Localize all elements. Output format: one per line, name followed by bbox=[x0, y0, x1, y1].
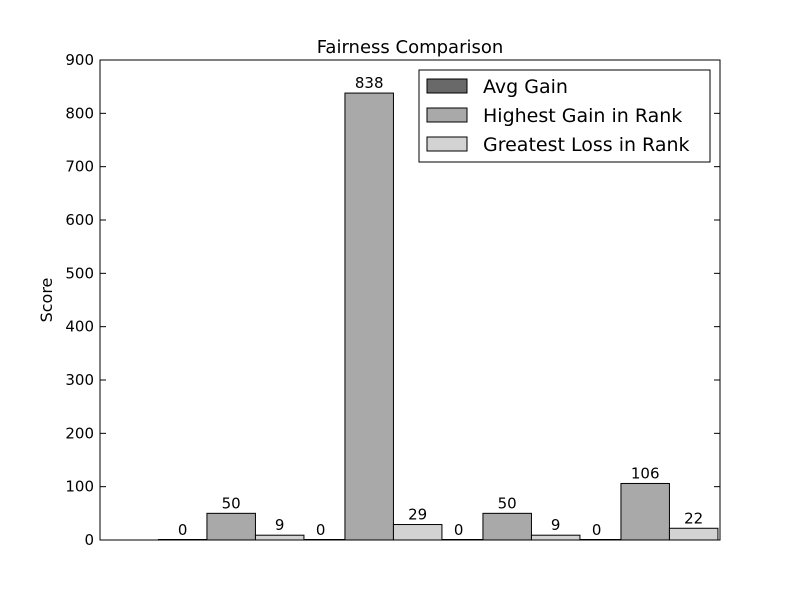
y-tick-label: 800 bbox=[65, 104, 94, 122]
bar-highest-gain-in-rank bbox=[206, 512, 256, 541]
legend: Avg Gain Highest Gain in Rank Greatest Los… bbox=[418, 69, 711, 163]
y-tick-label: 600 bbox=[65, 211, 94, 229]
y-tick-label: 700 bbox=[65, 158, 94, 176]
bar-greatest-loss-in-rank bbox=[530, 534, 581, 541]
bar-value-label: 0 bbox=[316, 521, 326, 539]
legend-swatch bbox=[426, 136, 468, 152]
data-labels-layer: 0 0 0 0 50 838 50 106 9 29 9 22 bbox=[178, 74, 703, 539]
y-tick-label: 400 bbox=[65, 318, 94, 336]
y-tick-label: 200 bbox=[65, 424, 94, 442]
bar-value-label: 0 bbox=[592, 521, 602, 539]
chart-title: Fairness Comparison bbox=[317, 37, 504, 58]
y-tick-label: 300 bbox=[65, 371, 94, 389]
bar-value-label: 0 bbox=[454, 521, 464, 539]
bar-value-label: 106 bbox=[631, 464, 660, 482]
legend-label: Highest Gain in Rank bbox=[483, 105, 682, 127]
bar-greatest-loss-in-rank bbox=[392, 524, 443, 541]
bar-greatest-loss-in-rank bbox=[668, 527, 719, 541]
y-axis-label: Score bbox=[37, 278, 56, 323]
bar-value-label: 29 bbox=[408, 506, 427, 524]
bar-value-label: 50 bbox=[498, 494, 517, 512]
bar-value-label: 9 bbox=[275, 516, 285, 534]
plot-frame bbox=[99, 59, 721, 541]
bar-highest-gain-in-rank bbox=[620, 482, 670, 541]
y-tick-label: 900 bbox=[65, 51, 94, 69]
legend-label: Greatest Loss in Rank bbox=[483, 134, 690, 156]
bar-value-label: 0 bbox=[178, 521, 188, 539]
y-tick-label: 100 bbox=[65, 478, 94, 496]
legend-swatch bbox=[426, 78, 468, 94]
bar-greatest-loss-in-rank bbox=[254, 534, 305, 541]
bars-layer bbox=[157, 92, 719, 541]
bar-value-label: 9 bbox=[551, 516, 561, 534]
bar-value-label: 838 bbox=[355, 74, 384, 92]
legend-swatch bbox=[426, 107, 468, 123]
bar-highest-gain-in-rank bbox=[344, 92, 394, 541]
y-tick-label: 500 bbox=[65, 264, 94, 282]
legend-label: Avg Gain bbox=[483, 76, 568, 98]
bar-value-label: 50 bbox=[222, 494, 241, 512]
bar-highest-gain-in-rank bbox=[482, 512, 532, 541]
y-tick-label: 0 bbox=[84, 531, 94, 549]
bar-value-label: 22 bbox=[684, 509, 703, 527]
